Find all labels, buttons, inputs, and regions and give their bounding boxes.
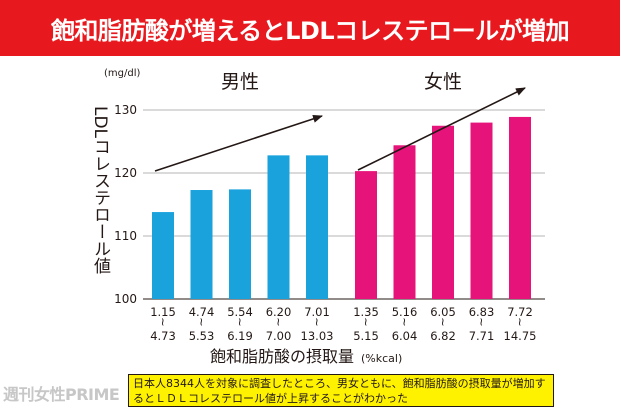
bar-female-2 — [393, 145, 416, 299]
x-range-low-label: 6.83 — [469, 305, 495, 319]
bar-female-3 — [432, 125, 454, 299]
bar-female-4 — [470, 122, 493, 299]
bars — [152, 116, 531, 300]
bar-female-5 — [509, 116, 531, 300]
caption-box: 日本人8344人を対象に調査したところ、男女ともに、飽和脂肪酸の摂取量が増加する… — [128, 374, 554, 407]
x-range-separator: ~ — [359, 317, 373, 327]
x-axis-unit: (%kcal) — [361, 352, 402, 365]
x-range-low-label: 6.05 — [430, 305, 456, 319]
chart-title: 飽和脂肪酸が増えるとLDLコレステロールが増加 — [50, 16, 570, 45]
group-label-male: 男性 — [221, 71, 259, 93]
x-range-high-label: 7.00 — [266, 329, 292, 343]
x-range-high-label: 4.73 — [150, 329, 176, 343]
x-range-high-label: 5.15 — [353, 329, 379, 343]
y-axis-title: LDLコレステロール値 — [90, 106, 111, 274]
chart-title-banner: 飽和脂肪酸が増えるとLDLコレステロールが増加 — [0, 0, 620, 56]
bar-male-4 — [267, 155, 290, 299]
x-axis-title: 飽和脂肪酸の摂取量 — [210, 347, 354, 366]
x-range-low-label: 5.54 — [227, 305, 253, 319]
x-range-low-label: 1.15 — [150, 305, 176, 319]
trend-arrow-male — [154, 115, 323, 172]
x-range-separator: ~ — [310, 317, 324, 327]
x-range-separator: ~ — [156, 317, 170, 327]
x-range-low-label: 7.01 — [304, 305, 330, 319]
x-range-high-label: 13.03 — [301, 329, 334, 343]
y-tick-label: 120 — [114, 166, 137, 180]
x-range-separator: ~ — [195, 317, 209, 327]
x-range-high-label: 14.75 — [504, 329, 537, 343]
x-range-low-label: 1.35 — [353, 305, 379, 319]
x-range-separator: ~ — [513, 317, 527, 327]
bar-male-3 — [229, 189, 251, 299]
x-range-separator: ~ — [233, 317, 247, 327]
x-range-separator: ~ — [475, 317, 489, 327]
y-tick-label: 100 — [114, 292, 137, 306]
x-range-low-label: 5.16 — [392, 305, 418, 319]
x-range-high-label: 5.53 — [189, 329, 215, 343]
group-label-female: 女性 — [424, 71, 462, 93]
x-range-high-label: 6.82 — [430, 329, 456, 343]
labels: 100110120130(mg/dl)LDLコレステロール値1.15~4.734… — [90, 68, 536, 366]
x-range-separator: ~ — [436, 317, 450, 327]
y-unit-label: (mg/dl) — [104, 68, 140, 79]
bar-male-5 — [306, 155, 328, 299]
x-range-high-label: 6.19 — [227, 329, 253, 343]
bar-male-2 — [190, 190, 213, 299]
trend-arrows — [154, 87, 526, 172]
x-range-high-label: 6.04 — [392, 329, 418, 343]
x-range-high-label: 7.71 — [469, 329, 495, 343]
bar-female-1 — [355, 171, 377, 299]
y-tick-label: 130 — [114, 103, 137, 117]
caption-text: 日本人8344人を対象に調査したところ、男女ともに、飽和脂肪酸の摂取量が増加する… — [133, 377, 546, 405]
y-tick-label: 110 — [114, 229, 137, 243]
watermark-logo: 週刊女性PRIME — [3, 385, 120, 404]
x-range-separator: ~ — [272, 317, 286, 327]
bar-chart: 100110120130(mg/dl)LDLコレステロール値1.15~4.734… — [90, 68, 545, 366]
x-range-separator: ~ — [398, 317, 412, 327]
x-range-low-label: 4.74 — [189, 305, 215, 319]
bar-male-1 — [152, 212, 174, 299]
x-range-low-label: 7.72 — [507, 305, 533, 319]
x-range-low-label: 6.20 — [266, 305, 292, 319]
trend-arrow-female — [357, 87, 526, 171]
